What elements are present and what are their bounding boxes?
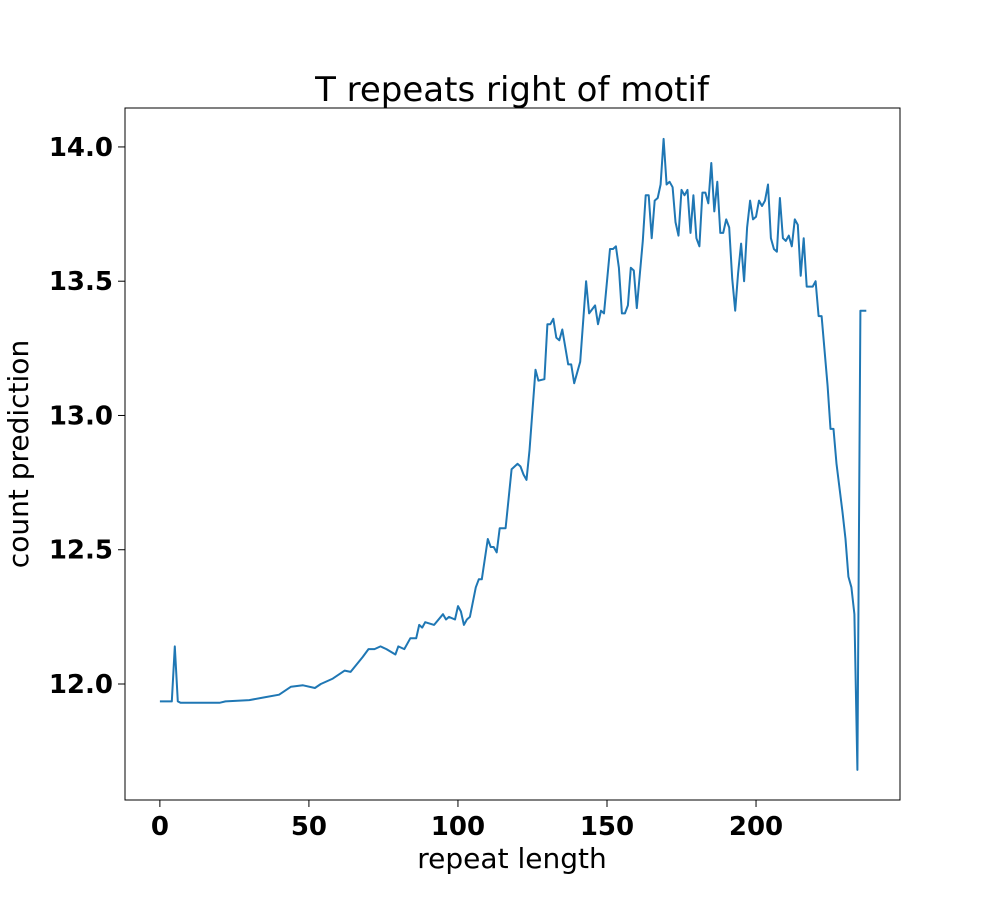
plot-frame: [124, 107, 901, 801]
x-tick-label: 50: [291, 812, 327, 842]
y-axis-label: count prediction: [2, 340, 35, 568]
x-tick-label: 150: [580, 812, 634, 842]
x-tick-label: 100: [431, 812, 485, 842]
y-tick-label: 14.0: [49, 133, 113, 163]
x-tick-label: 0: [151, 812, 169, 842]
x-tick-label: 200: [729, 812, 783, 842]
chart-title: T repeats right of motif: [314, 70, 710, 110]
x-axis-label: repeat length: [417, 842, 606, 875]
y-tick-label: 13.5: [49, 267, 113, 297]
y-tick-label: 12.5: [49, 536, 113, 566]
y-tick-label: 13.0: [49, 401, 113, 431]
y-tick-label: 12.0: [49, 670, 113, 700]
series-line: [159, 137, 867, 771]
